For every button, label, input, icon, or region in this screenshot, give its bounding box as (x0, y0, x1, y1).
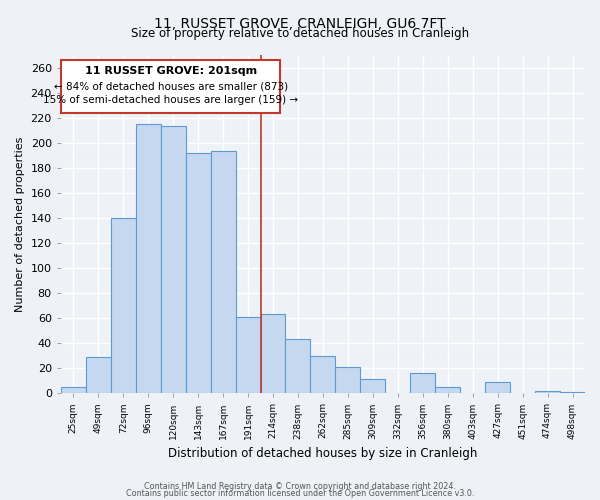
Bar (211, 152, 236, 394)
Bar (161, 126, 185, 394)
Bar (260, 314, 286, 394)
FancyBboxPatch shape (61, 60, 280, 112)
Text: 11 RUSSET GROVE: 201sqm: 11 RUSSET GROVE: 201sqm (85, 66, 257, 76)
Y-axis label: Number of detached properties: Number of detached properties (15, 136, 25, 312)
Bar (535, 391, 560, 394)
Text: Contains public sector information licensed under the Open Government Licence v3: Contains public sector information licen… (126, 489, 474, 498)
Text: Contains HM Land Registry data © Crown copyright and database right 2024.: Contains HM Land Registry data © Crown c… (144, 482, 456, 491)
Text: ← 84% of detached houses are smaller (873): ← 84% of detached houses are smaller (87… (53, 82, 288, 92)
Bar (86, 357, 111, 394)
Bar (185, 152, 211, 394)
Bar (61, 387, 86, 394)
Text: 15% of semi-detached houses are larger (159) →: 15% of semi-detached houses are larger (… (43, 95, 298, 105)
Bar (286, 340, 310, 394)
Text: Size of property relative to detached houses in Cranleigh: Size of property relative to detached ho… (131, 28, 469, 40)
Bar (111, 218, 136, 394)
Bar (361, 380, 385, 394)
X-axis label: Distribution of detached houses by size in Cranleigh: Distribution of detached houses by size … (168, 447, 478, 460)
Bar (310, 356, 335, 394)
Bar (560, 392, 585, 394)
Bar (485, 382, 510, 394)
Bar (136, 124, 161, 394)
Text: 11, RUSSET GROVE, CRANLEIGH, GU6 7FT: 11, RUSSET GROVE, CRANLEIGH, GU6 7FT (154, 18, 446, 32)
Bar (435, 387, 460, 394)
Bar (335, 367, 361, 394)
Bar (236, 317, 260, 394)
Bar (410, 373, 435, 394)
